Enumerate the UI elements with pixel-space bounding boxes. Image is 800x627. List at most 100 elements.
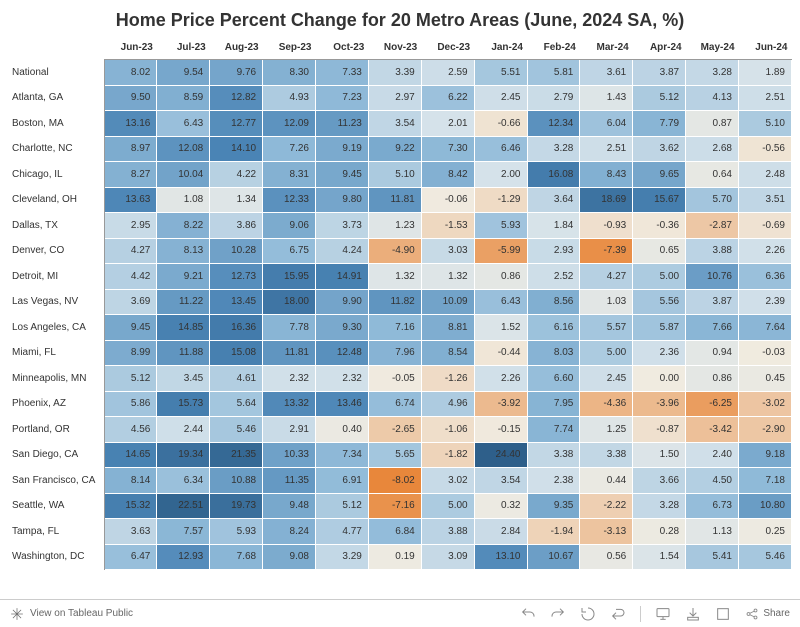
heatmap-cell[interactable]: 2.97 xyxy=(368,85,421,111)
heatmap-cell[interactable]: 8.54 xyxy=(421,340,474,366)
heatmap-cell[interactable]: 4.77 xyxy=(316,519,369,545)
heatmap-cell[interactable]: 11.22 xyxy=(157,289,210,315)
heatmap-cell[interactable]: 15.67 xyxy=(633,187,686,213)
heatmap-cell[interactable]: 7.18 xyxy=(739,468,792,494)
heatmap-cell[interactable]: -1.26 xyxy=(421,366,474,392)
heatmap-cell[interactable]: 6.04 xyxy=(580,111,633,137)
heatmap-cell[interactable]: 12.33 xyxy=(263,187,316,213)
heatmap-cell[interactable]: 5.51 xyxy=(474,60,527,86)
heatmap-cell[interactable]: 2.32 xyxy=(263,366,316,392)
heatmap-cell[interactable]: 13.45 xyxy=(210,289,263,315)
heatmap-cell[interactable]: 2.45 xyxy=(474,85,527,111)
heatmap-cell[interactable]: -3.92 xyxy=(474,391,527,417)
heatmap-cell[interactable]: 10.28 xyxy=(210,238,263,264)
download-icon[interactable] xyxy=(685,606,701,622)
heatmap-cell[interactable]: 3.03 xyxy=(421,238,474,264)
heatmap-cell[interactable]: 13.10 xyxy=(474,544,527,570)
heatmap-cell[interactable]: 2.95 xyxy=(104,213,157,239)
heatmap-cell[interactable]: -0.66 xyxy=(474,111,527,137)
heatmap-cell[interactable]: 19.73 xyxy=(210,493,263,519)
heatmap-cell[interactable]: 9.45 xyxy=(316,162,369,188)
heatmap-cell[interactable]: 9.06 xyxy=(263,213,316,239)
heatmap-cell[interactable]: 10.33 xyxy=(263,442,316,468)
heatmap-cell[interactable]: 15.73 xyxy=(157,391,210,417)
heatmap-cell[interactable]: -1.29 xyxy=(474,187,527,213)
heatmap-cell[interactable]: 6.73 xyxy=(686,493,739,519)
heatmap-cell[interactable]: 4.50 xyxy=(686,468,739,494)
heatmap-cell[interactable]: 9.48 xyxy=(263,493,316,519)
heatmap-cell[interactable]: 5.57 xyxy=(580,315,633,341)
heatmap-cell[interactable]: 1.03 xyxy=(580,289,633,315)
heatmap-cell[interactable]: 15.32 xyxy=(104,493,157,519)
heatmap-cell[interactable]: 2.36 xyxy=(633,340,686,366)
heatmap-cell[interactable]: 3.73 xyxy=(316,213,369,239)
heatmap-cell[interactable]: 7.68 xyxy=(210,544,263,570)
heatmap-cell[interactable]: 8.43 xyxy=(580,162,633,188)
heatmap-cell[interactable]: 3.69 xyxy=(104,289,157,315)
heatmap-cell[interactable]: 11.35 xyxy=(263,468,316,494)
heatmap-cell[interactable]: 9.65 xyxy=(633,162,686,188)
heatmap-cell[interactable]: -7.16 xyxy=(368,493,421,519)
heatmap-cell[interactable]: 9.54 xyxy=(157,60,210,86)
heatmap-cell[interactable]: 9.80 xyxy=(316,187,369,213)
heatmap-cell[interactable]: 0.64 xyxy=(686,162,739,188)
heatmap-cell[interactable]: 14.10 xyxy=(210,136,263,162)
heatmap-cell[interactable]: 6.43 xyxy=(474,289,527,315)
heatmap-cell[interactable]: 10.80 xyxy=(739,493,792,519)
heatmap-cell[interactable]: 0.65 xyxy=(633,238,686,264)
heatmap-cell[interactable]: 0.40 xyxy=(316,417,369,443)
heatmap-cell[interactable]: 13.46 xyxy=(316,391,369,417)
heatmap-cell[interactable]: -0.06 xyxy=(421,187,474,213)
heatmap-cell[interactable]: 7.57 xyxy=(157,519,210,545)
heatmap-cell[interactable]: 3.86 xyxy=(210,213,263,239)
heatmap-cell[interactable]: 10.09 xyxy=(421,289,474,315)
heatmap-cell[interactable]: -0.87 xyxy=(633,417,686,443)
heatmap-cell[interactable]: 1.08 xyxy=(157,187,210,213)
heatmap-cell[interactable]: 2.40 xyxy=(686,442,739,468)
heatmap-cell[interactable]: 9.45 xyxy=(104,315,157,341)
heatmap-cell[interactable]: 2.26 xyxy=(474,366,527,392)
heatmap-cell[interactable]: 5.81 xyxy=(527,60,580,86)
heatmap-cell[interactable]: 18.69 xyxy=(580,187,633,213)
heatmap-cell[interactable]: 6.22 xyxy=(421,85,474,111)
heatmap-cell[interactable]: 6.91 xyxy=(316,468,369,494)
heatmap-cell[interactable]: 1.34 xyxy=(210,187,263,213)
heatmap-cell[interactable]: 6.36 xyxy=(739,264,792,290)
heatmap-cell[interactable]: 1.84 xyxy=(527,213,580,239)
heatmap-cell[interactable]: 19.34 xyxy=(157,442,210,468)
heatmap-cell[interactable]: -6.25 xyxy=(686,391,739,417)
heatmap-cell[interactable]: 12.82 xyxy=(210,85,263,111)
heatmap-cell[interactable]: 7.16 xyxy=(368,315,421,341)
heatmap-cell[interactable]: 0.45 xyxy=(739,366,792,392)
heatmap-cell[interactable]: 5.12 xyxy=(633,85,686,111)
heatmap-cell[interactable]: 9.21 xyxy=(157,264,210,290)
heatmap-cell[interactable]: 4.61 xyxy=(210,366,263,392)
view-on-tableau-link[interactable]: View on Tableau Public xyxy=(10,607,502,621)
heatmap-cell[interactable]: 13.16 xyxy=(104,111,157,137)
heatmap-cell[interactable]: 18.00 xyxy=(263,289,316,315)
heatmap-cell[interactable]: 8.97 xyxy=(104,136,157,162)
heatmap-cell[interactable]: 9.08 xyxy=(263,544,316,570)
heatmap-cell[interactable]: 8.24 xyxy=(263,519,316,545)
heatmap-cell[interactable]: 6.47 xyxy=(104,544,157,570)
heatmap-cell[interactable]: 0.32 xyxy=(474,493,527,519)
heatmap-cell[interactable]: 9.90 xyxy=(316,289,369,315)
heatmap-cell[interactable]: -8.02 xyxy=(368,468,421,494)
heatmap-cell[interactable]: 22.51 xyxy=(157,493,210,519)
heatmap-cell[interactable]: 2.68 xyxy=(686,136,739,162)
heatmap-cell[interactable]: 2.32 xyxy=(316,366,369,392)
heatmap-cell[interactable]: 5.00 xyxy=(421,493,474,519)
heatmap-cell[interactable]: 9.50 xyxy=(104,85,157,111)
heatmap-cell[interactable]: 16.36 xyxy=(210,315,263,341)
heatmap-cell[interactable]: 0.19 xyxy=(368,544,421,570)
heatmap-cell[interactable]: 8.31 xyxy=(263,162,316,188)
heatmap-cell[interactable]: 0.25 xyxy=(739,519,792,545)
heatmap-cell[interactable]: 3.28 xyxy=(633,493,686,519)
heatmap-cell[interactable]: 11.81 xyxy=(368,187,421,213)
heatmap-cell[interactable]: -1.82 xyxy=(421,442,474,468)
heatmap-cell[interactable]: 0.87 xyxy=(686,111,739,137)
heatmap-cell[interactable]: 6.75 xyxy=(263,238,316,264)
heatmap-cell[interactable]: 12.93 xyxy=(157,544,210,570)
heatmap-cell[interactable]: -4.36 xyxy=(580,391,633,417)
heatmap-cell[interactable]: 10.76 xyxy=(686,264,739,290)
